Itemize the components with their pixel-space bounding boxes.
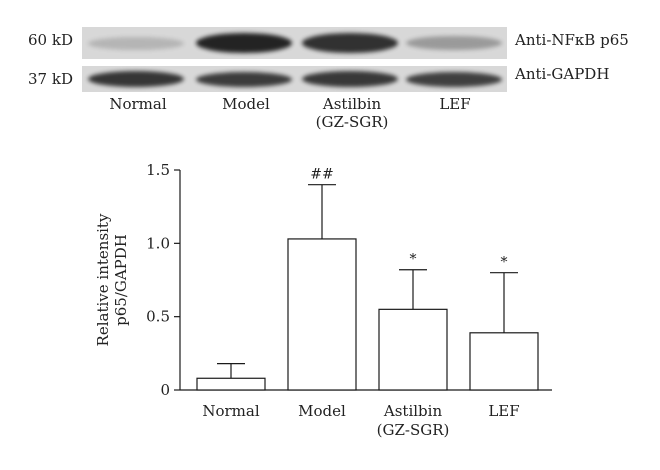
lane-label-line: Model (222, 95, 270, 113)
y-axis-label: Relative intensityp65/GAPDH (94, 213, 130, 346)
x-tick-label-line: LEF (488, 402, 519, 420)
x-tick-label: Normal (202, 402, 259, 420)
x-tick-label: Astilbin (GZ-SGR) (377, 402, 450, 439)
bar (378, 308, 448, 391)
y-axis-label-line: p65/GAPDH (112, 234, 130, 326)
blot-band (196, 71, 292, 87)
x-tick-label: Model (298, 402, 346, 420)
lane-label-line: Normal (109, 95, 167, 113)
y-tick-label: 0 (160, 381, 170, 399)
x-tick-label: LEF (488, 402, 519, 420)
x-tick-label-line: Astilbin (383, 402, 443, 420)
bar (196, 377, 266, 391)
blot-strip-p65 (82, 27, 507, 59)
blot-band (196, 33, 292, 53)
antibody-label-p65: Anti-NFκB p65 (515, 31, 629, 49)
x-tick-label-line: Model (298, 402, 346, 420)
blot-strip-gapdh (82, 66, 507, 92)
lane-label-line: LEF (439, 95, 471, 113)
y-tick-label: 1.0 (146, 234, 170, 252)
bar (469, 332, 539, 391)
significance-marker: ## (310, 167, 333, 183)
lane-label-astilbin: Astilbin (GZ-SGR) (297, 95, 407, 131)
y-axis-label-line: Relative intensity (94, 213, 112, 346)
bar (287, 238, 357, 391)
marker-label-37kd: 37 kD (28, 70, 73, 88)
lane-label-lef: LEF (400, 95, 510, 113)
x-tick-label-line: (GZ-SGR) (377, 421, 450, 439)
blot-band (406, 36, 502, 50)
lane-label-line: Astilbin (322, 95, 382, 113)
lane-label-model: Model (191, 95, 301, 113)
antibody-label-gapdh: Anti-GAPDH (515, 65, 610, 83)
significance-marker: * (410, 252, 417, 268)
blot-band (88, 36, 184, 50)
lane-label-normal: Normal (83, 95, 193, 113)
chart-labels: 0 0.5 1.0 1.5 Relative intensityp65/GAPDH Nor… (94, 161, 520, 439)
marker-label-60kd: 60 kD (28, 31, 73, 49)
blot-band (88, 71, 184, 87)
lane-label-line: (GZ-SGR) (315, 113, 389, 131)
chart-bars (196, 184, 539, 391)
y-tick-label: 1.5 (146, 161, 170, 179)
blot-band (302, 71, 398, 87)
y-tick-label: 0.5 (146, 308, 170, 326)
blot-band (406, 71, 502, 87)
blot-band (302, 33, 398, 53)
significance-marker: * (501, 255, 508, 271)
x-tick-label-line: Normal (202, 402, 259, 420)
